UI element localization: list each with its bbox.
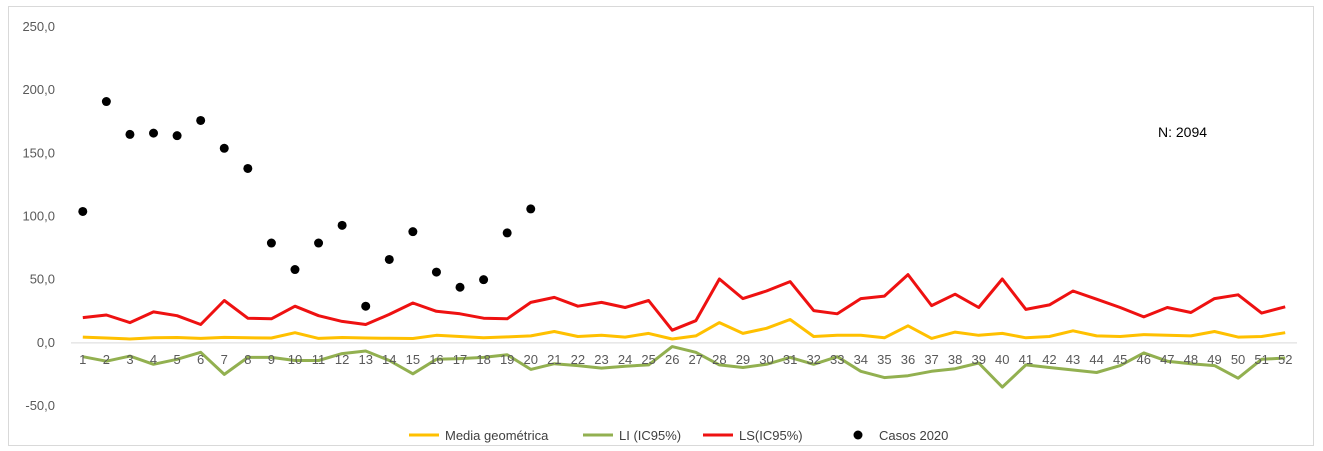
- data-point-casos-2020: [101, 97, 111, 107]
- x-tick-label: 16: [429, 352, 443, 367]
- x-tick-label: 50: [1231, 352, 1245, 367]
- data-point-casos-2020: [266, 238, 276, 248]
- x-tick-label: 14: [382, 352, 396, 367]
- x-tick-label: 20: [524, 352, 538, 367]
- x-tick-label: 7: [221, 352, 228, 367]
- x-tick-label: 26: [665, 352, 679, 367]
- data-point-casos-2020: [314, 238, 324, 248]
- x-tick-label: 49: [1207, 352, 1221, 367]
- x-tick-label: 51: [1254, 352, 1268, 367]
- x-tick-label: 2: [103, 352, 110, 367]
- legend-label: LS(IC95%): [739, 428, 803, 443]
- x-tick-label: 24: [618, 352, 632, 367]
- data-point-casos-2020: [219, 143, 229, 153]
- x-tick-label: 39: [971, 352, 985, 367]
- x-tick-label: 47: [1160, 352, 1174, 367]
- x-tick-label: 36: [901, 352, 915, 367]
- legend-label: Media geométrica: [445, 428, 549, 443]
- data-point-casos-2020: [78, 206, 88, 216]
- sample-size-annotation: N: 2094: [1158, 124, 1207, 140]
- x-tick-label: 37: [924, 352, 938, 367]
- x-tick-label: 31: [783, 352, 797, 367]
- x-tick-label: 9: [268, 352, 275, 367]
- data-point-casos-2020: [502, 228, 512, 238]
- x-tick-label: 8: [244, 352, 251, 367]
- x-tick-label: 5: [173, 352, 180, 367]
- y-tick-label: 0,0: [37, 335, 55, 350]
- y-tick-label: -50,0: [25, 398, 55, 413]
- x-tick-label: 40: [995, 352, 1009, 367]
- data-point-casos-2020: [408, 227, 418, 237]
- legend-label: LI (IC95%): [619, 428, 681, 443]
- x-tick-label: 43: [1066, 352, 1080, 367]
- x-tick-label: 48: [1184, 352, 1198, 367]
- series-line-li-ic95: [82, 345, 1286, 389]
- x-tick-label: 23: [594, 352, 608, 367]
- x-axis-tick-labels: 1 2 3 4 5 6 7 8 9 10 11 12 13 14 15 16 17 18 19 20 21 22 23 24 2…: [79, 352, 1292, 367]
- x-tick-label: 27: [689, 352, 703, 367]
- x-tick-label: 19: [500, 352, 514, 367]
- series-layer: [78, 97, 1286, 389]
- x-tick-label: 45: [1113, 352, 1127, 367]
- x-tick-label: 18: [476, 352, 490, 367]
- y-axis-tick-labels: -50,0 0,0 50,0 100,0 150,0 200,0 250,0: [22, 19, 55, 413]
- x-tick-label: 42: [1042, 352, 1056, 367]
- legend-label: Casos 2020: [879, 428, 948, 443]
- x-tick-label: 17: [453, 352, 467, 367]
- x-tick-label: 35: [877, 352, 891, 367]
- x-tick-label: 6: [197, 352, 204, 367]
- data-point-casos-2020: [125, 129, 135, 139]
- series-line-media-geom-trica: [82, 318, 1286, 341]
- x-tick-label: 41: [1019, 352, 1033, 367]
- y-tick-label: 200,0: [22, 82, 55, 97]
- x-tick-label: 11: [312, 352, 326, 367]
- x-tick-label: 1: [79, 352, 86, 367]
- data-point-casos-2020: [149, 128, 159, 138]
- x-tick-label: 29: [736, 352, 750, 367]
- data-point-casos-2020: [384, 254, 394, 264]
- x-tick-label: 46: [1137, 352, 1151, 367]
- series-line-ls-ic95: [82, 273, 1286, 332]
- x-tick-label: 44: [1089, 352, 1103, 367]
- x-tick-label: 12: [335, 352, 349, 367]
- x-tick-label: 4: [150, 352, 157, 367]
- x-tick-label: 30: [759, 352, 773, 367]
- data-point-casos-2020: [431, 267, 441, 277]
- x-tick-label: 3: [126, 352, 133, 367]
- x-tick-label: 10: [288, 352, 302, 367]
- y-tick-label: 100,0: [22, 209, 55, 224]
- y-tick-label: 150,0: [22, 145, 55, 160]
- data-point-casos-2020: [361, 301, 371, 311]
- data-point-casos-2020: [290, 265, 300, 275]
- data-point-casos-2020: [455, 282, 465, 292]
- data-point-casos-2020: [243, 163, 253, 173]
- x-tick-label: 25: [641, 352, 655, 367]
- x-tick-label: 52: [1278, 352, 1292, 367]
- data-point-casos-2020: [479, 275, 489, 285]
- x-tick-label: 13: [358, 352, 372, 367]
- x-tick-label: 21: [547, 352, 561, 367]
- data-point-casos-2020: [196, 115, 206, 125]
- data-point-casos-2020: [172, 131, 182, 141]
- data-point-casos-2020: [526, 204, 536, 214]
- x-tick-label: 22: [571, 352, 585, 367]
- x-tick-label: 32: [806, 352, 820, 367]
- data-point-casos-2020: [337, 220, 347, 230]
- x-tick-label: 34: [854, 352, 868, 367]
- legend: Media geométrica LI (IC95%) LS(IC95%) Casos…: [409, 428, 948, 443]
- x-tick-label: 38: [948, 352, 962, 367]
- legend-swatch: [853, 430, 863, 440]
- y-tick-label: 50,0: [30, 272, 55, 287]
- y-tick-label: 250,0: [22, 19, 55, 34]
- x-tick-label: 15: [406, 352, 420, 367]
- x-tick-label: 33: [830, 352, 844, 367]
- x-tick-label: 28: [712, 352, 726, 367]
